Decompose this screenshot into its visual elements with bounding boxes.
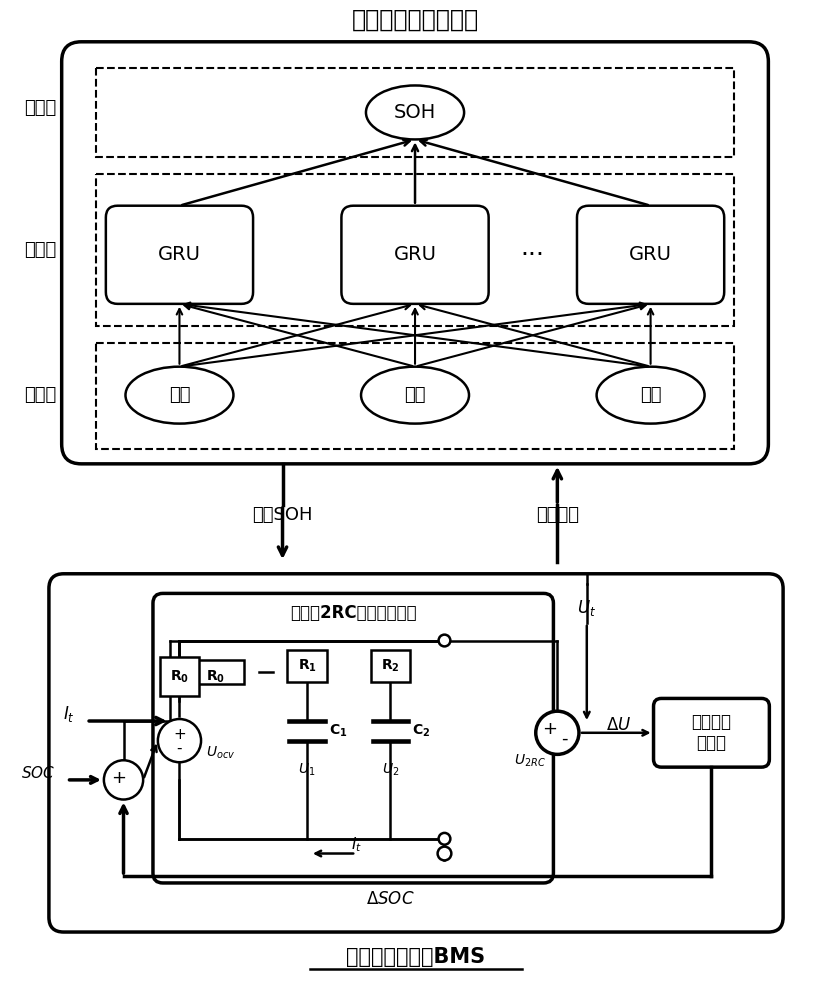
FancyBboxPatch shape [153, 593, 553, 883]
Text: $\mathbf{R_0}$: $\mathbf{R_0}$ [207, 669, 226, 685]
Text: $U_{2RC}$: $U_{2RC}$ [514, 752, 546, 769]
Text: 隐含层: 隐含层 [24, 241, 57, 259]
FancyBboxPatch shape [62, 42, 768, 464]
Text: $U_1$: $U_1$ [298, 762, 316, 778]
Text: $U_2$: $U_2$ [382, 762, 399, 778]
Text: $U_t$: $U_t$ [577, 598, 596, 618]
Bar [96, 343, 734, 449]
Text: GRU: GRU [629, 245, 672, 264]
Text: $\mathbf{C_1}$: $\mathbf{C_1}$ [329, 723, 347, 739]
Text: 分布式储能单元BMS: 分布式储能单元BMS [347, 947, 486, 967]
Text: +: + [111, 769, 126, 787]
Text: $I_t$: $I_t$ [62, 704, 74, 724]
Text: +: + [173, 727, 186, 742]
Circle shape [437, 847, 451, 860]
Ellipse shape [366, 85, 464, 139]
Text: -: - [177, 741, 182, 756]
Text: $I_t$: $I_t$ [351, 835, 362, 854]
Bar [96, 174, 734, 326]
FancyBboxPatch shape [106, 206, 253, 304]
Circle shape [439, 833, 451, 845]
FancyBboxPatch shape [49, 574, 783, 932]
Text: +: + [542, 720, 557, 738]
Ellipse shape [361, 367, 469, 424]
Text: $\Delta SOC$: $\Delta SOC$ [367, 890, 415, 908]
Text: 数据调度中心计算机: 数据调度中心计算机 [352, 8, 479, 32]
Text: ···: ··· [521, 243, 545, 267]
Text: $\mathbf{R_0}$: $\mathbf{R_0}$ [170, 669, 189, 685]
Ellipse shape [596, 367, 705, 424]
Circle shape [536, 711, 579, 754]
Bar [160, 657, 199, 696]
Text: GRU: GRU [158, 245, 201, 264]
Circle shape [439, 635, 451, 646]
Text: 电流: 电流 [169, 386, 190, 404]
Text: 电池SOH: 电池SOH [252, 506, 312, 524]
Text: 输入层: 输入层 [24, 386, 57, 404]
Bar [371, 650, 410, 682]
Circle shape [104, 760, 143, 800]
Text: 历史数据: 历史数据 [536, 506, 579, 524]
Text: 扩展卡尔
曼滤波: 扩展卡尔 曼滤波 [691, 713, 731, 752]
Bar [96, 68, 734, 157]
Text: $\mathbf{R_2}$: $\mathbf{R_2}$ [382, 658, 400, 674]
Text: $\Delta U$: $\Delta U$ [606, 716, 631, 734]
Ellipse shape [126, 367, 233, 424]
Text: 电压: 电压 [404, 386, 426, 404]
Text: 锂电池2RC等效电路模型: 锂电池2RC等效电路模型 [290, 604, 416, 622]
Bar [287, 650, 327, 682]
FancyBboxPatch shape [577, 206, 724, 304]
Text: $\mathbf{C_2}$: $\mathbf{C_2}$ [412, 723, 431, 739]
Text: 输出层: 输出层 [24, 99, 57, 117]
Text: GRU: GRU [393, 245, 436, 264]
Text: $U_{ocv}$: $U_{ocv}$ [206, 744, 235, 761]
Text: 温度: 温度 [640, 386, 661, 404]
Text: SOH: SOH [394, 103, 436, 122]
FancyBboxPatch shape [654, 698, 770, 767]
Text: -: - [561, 730, 567, 748]
Circle shape [158, 719, 201, 762]
Bar [187, 660, 244, 684]
Text: $SOC$: $SOC$ [21, 765, 55, 781]
Text: $\mathbf{R_1}$: $\mathbf{R_1}$ [297, 658, 317, 674]
FancyBboxPatch shape [342, 206, 489, 304]
